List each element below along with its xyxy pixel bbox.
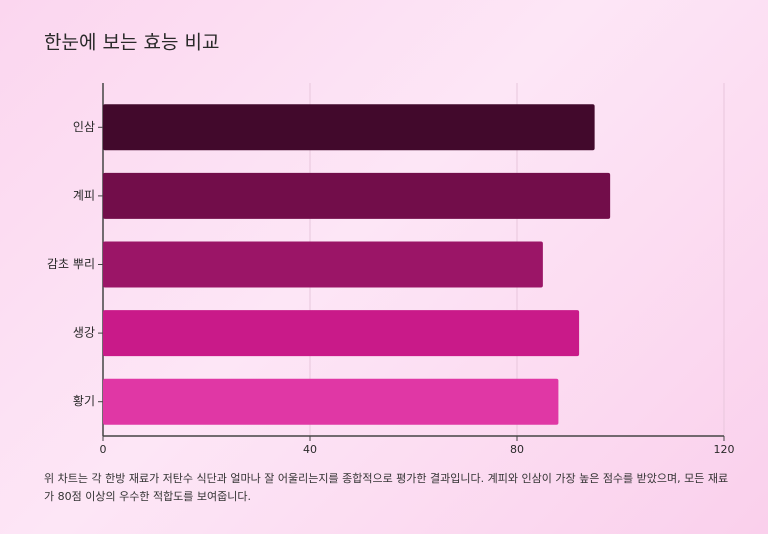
bar xyxy=(103,172,611,219)
x-tick-label: 120 xyxy=(714,443,735,456)
bar xyxy=(103,104,595,151)
bar xyxy=(103,310,580,357)
x-tick-label: 40 xyxy=(303,443,317,456)
y-tick-label: 계피 xyxy=(73,188,95,202)
x-tick-label: 0 xyxy=(100,443,107,456)
bar xyxy=(103,378,559,425)
chart-note: 위 차트는 각 한방 재료가 저탄수 식단과 얼마나 잘 어울리는지를 종합적으… xyxy=(44,472,729,503)
bar xyxy=(103,241,543,288)
y-tick-label: 생강 xyxy=(73,326,95,340)
y-tick-label: 인삼 xyxy=(73,120,95,134)
x-tick-label: 80 xyxy=(510,443,524,456)
chart-title: 한눈에 보는 효능 비교 xyxy=(44,32,219,54)
y-tick-label: 감초 뿌리 xyxy=(47,257,95,271)
y-tick-label: 황기 xyxy=(73,394,95,408)
